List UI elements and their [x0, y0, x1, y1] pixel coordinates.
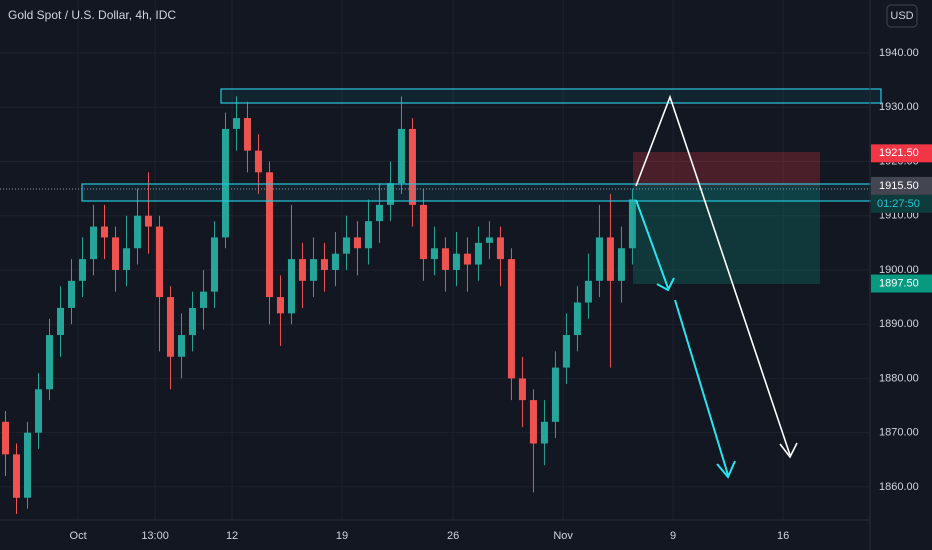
candle-body	[397, 128, 405, 184]
candle-body	[463, 253, 471, 265]
price-marker-label: 1915.50	[879, 180, 919, 192]
candle-body	[584, 280, 592, 303]
price-marker	[871, 144, 932, 163]
x-tick-label: 12	[226, 530, 238, 542]
countdown-box	[871, 194, 932, 213]
candle-body	[144, 215, 152, 227]
candle-body	[430, 248, 438, 260]
candle-body	[133, 215, 141, 249]
price-marker-label: 1897.50	[879, 277, 919, 289]
candle-body	[507, 259, 515, 379]
candle-body	[364, 221, 372, 249]
candle-body	[485, 237, 493, 243]
candle-body	[166, 297, 174, 357]
candle-body	[199, 291, 207, 308]
axes: 1860.001870.001880.001890.001900.001910.…	[70, 47, 932, 542]
price-marker-label: 1921.50	[879, 147, 919, 159]
currency[interactable]: USD	[890, 10, 913, 22]
candle-body	[56, 307, 64, 336]
cyan-path	[674, 299, 729, 476]
candle-body	[452, 253, 460, 270]
x-tick-label: 16	[777, 530, 789, 542]
x-tick-label: Oct	[70, 530, 87, 542]
candle-body	[111, 237, 119, 270]
candle-body	[419, 204, 427, 260]
resistance-zone	[220, 88, 882, 104]
candle-body	[573, 302, 581, 336]
candle-body	[287, 259, 295, 314]
price-marker	[871, 274, 932, 293]
y-tick-label: 1900.00	[879, 264, 919, 276]
y-tick-label: 1860.00	[879, 481, 919, 493]
candle-body	[34, 389, 42, 433]
candle-body	[221, 128, 229, 238]
candle-body	[298, 259, 306, 281]
candle-body	[529, 400, 537, 444]
currency-box[interactable]	[886, 4, 918, 28]
cyan-arrowhead	[656, 277, 675, 292]
candle-body	[122, 248, 130, 270]
candle-body	[254, 150, 262, 173]
y-tick-label: 1880.00	[879, 372, 919, 384]
stop-zone	[633, 152, 820, 186]
white-arrowhead	[779, 442, 798, 459]
chart-title: Gold Spot / U.S. Dollar, 4h, IDC	[8, 8, 176, 22]
cyan-path	[635, 199, 669, 289]
candle-body	[45, 335, 53, 390]
candle-body	[408, 128, 416, 205]
candle-body	[551, 367, 559, 422]
cyan-arrowhead	[716, 460, 736, 479]
candle-body	[67, 280, 75, 308]
y-tick-label: 1890.00	[879, 318, 919, 330]
candle-body	[386, 183, 394, 205]
candle-body	[23, 432, 31, 498]
candle-body	[89, 226, 97, 260]
candle-body	[78, 259, 86, 281]
candle-body	[276, 297, 284, 314]
candle-body	[100, 226, 108, 238]
candle-body	[342, 237, 350, 254]
candle-body	[628, 199, 636, 249]
x-tick-label: 9	[670, 530, 676, 542]
candle-body	[210, 237, 218, 292]
countdown: 01:27:50	[877, 198, 920, 210]
support-zone	[81, 183, 883, 202]
candle-body	[331, 253, 339, 270]
x-tick-label: Nov	[553, 530, 573, 542]
x-tick-label: 13:00	[141, 530, 169, 542]
candles	[1, 96, 636, 515]
candle-body	[562, 335, 570, 368]
price-marker	[871, 176, 932, 195]
y-tick-label: 1940.00	[879, 47, 919, 59]
candle-body	[12, 454, 20, 498]
candle-body	[1, 421, 9, 455]
candle-body	[496, 237, 504, 260]
grid	[0, 0, 870, 520]
candle-body	[320, 259, 328, 270]
candle-body	[441, 248, 449, 270]
candle-body	[265, 172, 273, 298]
candle-body	[177, 335, 185, 357]
candle-body	[540, 421, 548, 444]
candle-body	[375, 204, 383, 222]
candle-body	[353, 237, 361, 249]
candle-body	[243, 118, 251, 151]
x-tick-label: 19	[336, 530, 348, 542]
candle-body	[188, 307, 196, 336]
y-tick-label: 1870.00	[879, 427, 919, 439]
candle-body	[232, 118, 240, 129]
x-tick-label: 26	[447, 530, 459, 542]
white-path	[635, 94, 791, 456]
y-tick-label: 1930.00	[879, 101, 919, 113]
candle-body	[155, 226, 163, 298]
candle-body	[606, 237, 614, 281]
candle-body	[617, 248, 625, 281]
candle-body	[309, 259, 317, 281]
candle-body	[474, 242, 482, 265]
candle-body	[595, 237, 603, 281]
candle-body	[518, 378, 526, 401]
